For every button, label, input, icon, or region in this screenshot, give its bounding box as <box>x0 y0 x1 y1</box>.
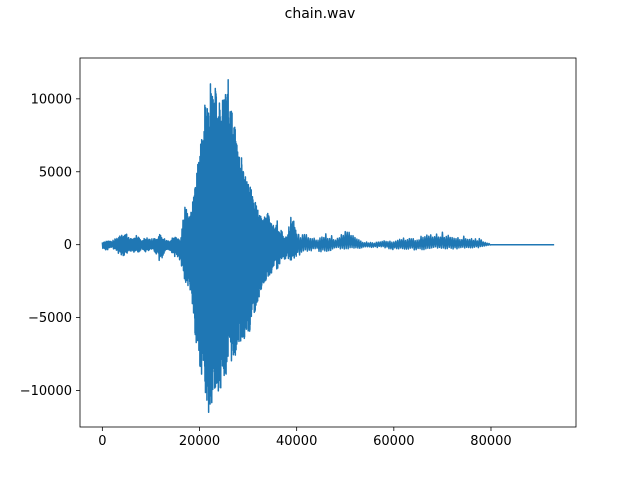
y-tick-label: −10000 <box>20 384 72 399</box>
y-tick-label: 5000 <box>39 165 72 180</box>
axes-frame <box>79 57 577 428</box>
axes: 0 20000 40000 60000 80000 −10000 −5000 0 5000 100… <box>20 57 577 449</box>
x-tick-label: 20000 <box>179 434 220 449</box>
y-tick-label: 0 <box>64 238 72 253</box>
series-line-0 <box>101 79 555 413</box>
y-tick-label: 10000 <box>31 92 72 107</box>
x-tick-label: 40000 <box>276 434 317 449</box>
x-tick-label: 80000 <box>470 434 511 449</box>
chart-title: chain.wav <box>284 6 356 22</box>
y-tick-label: −5000 <box>28 311 72 326</box>
x-tick-label: 0 <box>98 434 106 449</box>
x-tick-label: 60000 <box>373 434 414 449</box>
